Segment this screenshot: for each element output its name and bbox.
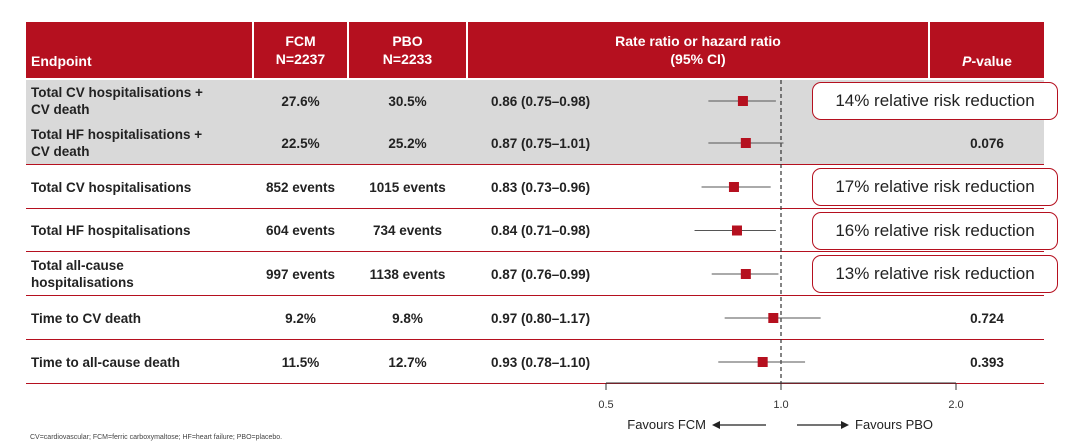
row-separator — [26, 208, 1044, 209]
endpoint-line: Time to CV death — [31, 310, 142, 326]
p-value: 0.076 — [970, 135, 1004, 151]
header-ratio-bg — [468, 22, 928, 78]
risk-reduction-callout: 14% relative risk reduction — [812, 82, 1058, 120]
header-endpoint-bg — [26, 22, 252, 78]
header-pvalue-bg — [930, 22, 1044, 78]
ratio-ci-value: 0.93 (0.78–1.10) — [491, 354, 591, 370]
header-pvalue: P-value — [930, 52, 1044, 70]
pbo-value: 1138 events — [369, 266, 446, 282]
point-estimate — [737, 96, 748, 106]
point-estimate — [757, 357, 768, 367]
endpoint-label: Total HF hospitalisations + CV death — [31, 126, 246, 160]
risk-reduction-callout: 16% relative risk reduction — [812, 211, 1058, 250]
point-estimate — [728, 182, 739, 192]
x-tick-label: 2.0 — [948, 399, 963, 411]
header-ratio-label: Rate ratio or hazard ratio — [615, 33, 781, 49]
header-pvalue-italic: P — [962, 53, 972, 69]
pbo-value: 734 events — [372, 223, 443, 238]
endpoint-label: Time to CV death — [31, 310, 246, 327]
endpoint-label: Time to all-cause death — [31, 354, 246, 371]
pbo-value: 25.2% — [388, 135, 427, 151]
endpoint-line: Time to all-cause death — [31, 354, 181, 370]
p-value: 0.393 — [970, 354, 1004, 370]
footer-abbreviations: CV=cardiovascular; FCM=ferric carboxymal… — [30, 434, 283, 441]
header-fcm: FCM N=2237 — [254, 32, 347, 68]
pbo-value: 12.7% — [388, 354, 427, 370]
row-separator — [26, 164, 1044, 165]
fcm-value: 9.2% — [285, 310, 316, 326]
x-tick-label: 1.0 — [773, 399, 788, 411]
fcm-value: 852 events — [265, 179, 336, 195]
endpoint-label: Total HF hospitalisations — [31, 222, 246, 239]
point-estimate — [740, 138, 751, 148]
pbo-value: 9.8% — [392, 310, 423, 326]
endpoint-line: Total all-cause — [31, 258, 124, 273]
point-estimate — [731, 225, 742, 236]
risk-reduction-callout: 13% relative risk reduction — [812, 255, 1058, 293]
point-estimate — [740, 269, 751, 279]
ratio-ci-value: 0.84 (0.71–0.98) — [491, 223, 591, 238]
header-pbo-label: PBO — [392, 33, 423, 49]
fcm-value: 997 events — [265, 266, 336, 282]
ratio-ci-value: 0.97 (0.80–1.17) — [491, 310, 591, 326]
header-pbo-bg — [349, 22, 466, 78]
ratio-ci-value: 0.83 (0.73–0.96) — [491, 179, 591, 195]
x-tick-label: 0.5 — [598, 399, 613, 411]
endpoint-line: Total CV hospitalisations — [31, 179, 192, 195]
endpoint-label: Total CV hospitalisations + CV death — [31, 84, 246, 118]
header-fcm-n: N=2237 — [275, 51, 326, 67]
header-endpoint: Endpoint — [31, 53, 92, 69]
endpoint-line: Total HF hospitalisations + — [31, 127, 203, 142]
ratio-ci-value: 0.87 (0.75–1.01) — [491, 135, 591, 151]
ratio-ci-value: 0.87 (0.76–0.99) — [491, 266, 591, 282]
endpoint-line: Total CV hospitalisations + — [31, 85, 203, 100]
endpoint-line: Total HF hospitalisations — [31, 223, 191, 238]
pbo-value: 1015 events — [369, 179, 446, 195]
header-fcm-label: FCM — [285, 33, 316, 49]
row-separator — [26, 339, 1044, 340]
pbo-value: 30.5% — [388, 93, 427, 109]
fcm-value: 11.5% — [281, 354, 320, 370]
header-pbo-n: N=2233 — [382, 51, 433, 67]
row-separator — [26, 251, 1044, 252]
favours-pbo-arrowhead — [841, 421, 849, 429]
favours-fcm-arrowhead — [712, 421, 720, 429]
header-ratio: Rate ratio or hazard ratio (95% CI) — [468, 32, 928, 68]
endpoint-label: Total all-cause hospitalisations — [31, 257, 246, 291]
header-ratio-ci: (95% CI) — [670, 51, 726, 67]
risk-reduction-callout: 17% relative risk reduction — [812, 168, 1058, 206]
favours-fcm-label: Favours FCM — [627, 417, 706, 432]
p-value: 0.724 — [970, 310, 1004, 326]
endpoint-line: CV death — [31, 102, 90, 117]
header-pvalue-rest: -value — [971, 53, 1012, 69]
row-separator — [26, 295, 1044, 296]
endpoint-line: hospitalisations — [31, 275, 134, 290]
fcm-value: 22.5% — [281, 135, 320, 151]
endpoint-line: CV death — [31, 144, 90, 159]
ratio-ci-value: 0.86 (0.75–0.98) — [491, 93, 591, 109]
header-fcm-bg — [254, 22, 347, 78]
row-separator — [26, 383, 1044, 384]
endpoint-label: Total CV hospitalisations — [31, 179, 246, 196]
header-pbo: PBO N=2233 — [349, 32, 466, 68]
favours-pbo-label: Favours PBO — [855, 417, 933, 432]
fcm-value: 604 events — [265, 223, 336, 238]
point-estimate — [768, 313, 779, 323]
row-shading — [26, 122, 1044, 164]
fcm-value: 27.6% — [281, 93, 320, 109]
